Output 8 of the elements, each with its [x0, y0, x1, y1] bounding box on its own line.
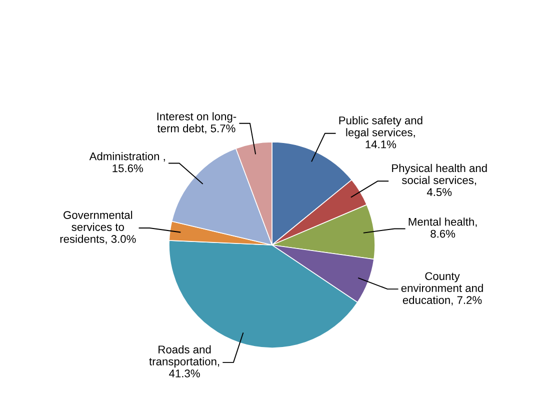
- slice-label: Administration , 15.6%: [89, 152, 165, 172]
- slice-label: Public safety and legal services, 14.1%: [339, 116, 422, 148]
- slice-label: Governmental services to residents, 3.0%: [60, 210, 136, 244]
- slice-label: County environment and education, 7.2%: [401, 272, 483, 306]
- slice-label: Physical health and social services, 4.5%: [392, 164, 487, 196]
- slice-label: Roads and transportation, 41.3%: [149, 345, 220, 378]
- slice-label: Mental health, 8.6%: [408, 218, 477, 238]
- slice-label: Interest on long- term debt, 5.7%: [157, 112, 236, 134]
